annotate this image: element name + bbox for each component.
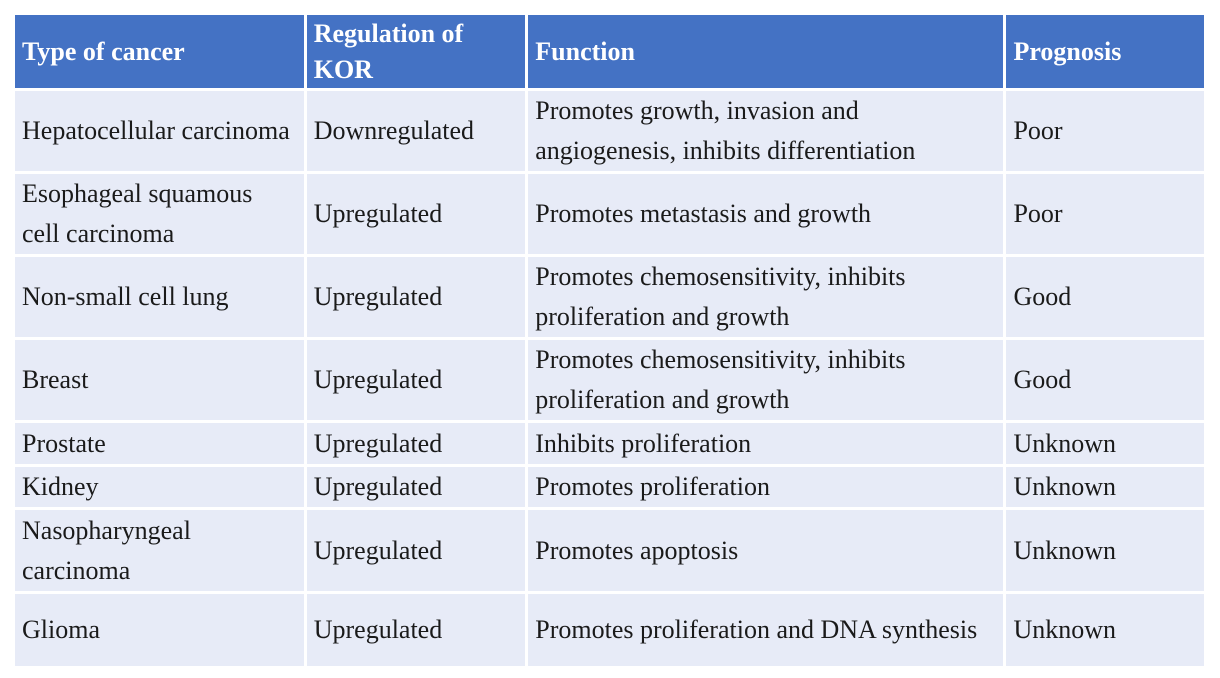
cell-prognosis: Good: [1006, 257, 1204, 337]
column-header-type-of-cancer: Type of cancer: [15, 15, 304, 88]
cell-cancer-type: Non-small cell lung: [15, 257, 304, 337]
cell-cancer-type: Hepatocellular carcinoma: [15, 91, 304, 171]
cell-regulation: Upregulated: [306, 257, 526, 337]
cell-cancer-type: Glioma: [15, 594, 304, 666]
column-header-regulation-of-kor: Regulation of KOR: [306, 15, 526, 88]
table-row-non-small-cell-lung: Non-small cell lung Upregulated Promotes…: [15, 257, 1204, 337]
cell-regulation: Upregulated: [306, 340, 526, 420]
cell-function: Promotes growth, invasion and angiogenes…: [528, 91, 1004, 171]
table-row-prostate: Prostate Upregulated Inhibits proliferat…: [15, 423, 1204, 464]
cell-prognosis: Poor: [1006, 174, 1204, 254]
cell-cancer-type: Esophageal squamous cell carcinoma: [15, 174, 304, 254]
cell-regulation: Upregulated: [306, 510, 526, 591]
cell-regulation: Upregulated: [306, 594, 526, 666]
cell-function: Inhibits proliferation: [528, 423, 1004, 464]
cell-function: Promotes proliferation and DNA synthesis: [528, 594, 1004, 666]
table-row-breast: Breast Upregulated Promotes chemosensiti…: [15, 340, 1204, 420]
cell-regulation: Upregulated: [306, 467, 526, 507]
cell-function: Promotes chemosensitivity, inhibits prol…: [528, 340, 1004, 420]
cell-function: Promotes apoptosis: [528, 510, 1004, 591]
cell-function: Promotes chemosensitivity, inhibits prol…: [528, 257, 1004, 337]
table-row-nasopharyngeal-carcinoma: Nasopharyngeal carcinoma Upregulated Pro…: [15, 510, 1204, 591]
cell-function: Promotes metastasis and growth: [528, 174, 1004, 254]
cell-prognosis: Poor: [1006, 91, 1204, 171]
kor-cancer-table: Type of cancer Regulation of KOR Functio…: [12, 12, 1207, 669]
cell-prognosis: Good: [1006, 340, 1204, 420]
cell-prognosis: Unknown: [1006, 594, 1204, 666]
cell-regulation: Upregulated: [306, 423, 526, 464]
table-row-glioma: Glioma Upregulated Promotes proliferatio…: [15, 594, 1204, 666]
cell-prognosis: Unknown: [1006, 510, 1204, 591]
cell-function: Promotes proliferation: [528, 467, 1004, 507]
table-row-kidney: Kidney Upregulated Promotes proliferatio…: [15, 467, 1204, 507]
cell-cancer-type: Nasopharyngeal carcinoma: [15, 510, 304, 591]
cell-cancer-type: Prostate: [15, 423, 304, 464]
table-row-esophageal-squamous-cell-carcinoma: Esophageal squamous cell carcinoma Upreg…: [15, 174, 1204, 254]
cell-cancer-type: Breast: [15, 340, 304, 420]
cell-prognosis: Unknown: [1006, 423, 1204, 464]
cell-prognosis: Unknown: [1006, 467, 1204, 507]
cell-regulation: Downregulated: [306, 91, 526, 171]
table-row-hepatocellular-carcinoma: Hepatocellular carcinoma Downregulated P…: [15, 91, 1204, 171]
column-header-function: Function: [528, 15, 1004, 88]
cell-cancer-type: Kidney: [15, 467, 304, 507]
column-header-prognosis: Prognosis: [1006, 15, 1204, 88]
table-header-row: Type of cancer Regulation of KOR Functio…: [15, 15, 1204, 88]
cell-regulation: Upregulated: [306, 174, 526, 254]
